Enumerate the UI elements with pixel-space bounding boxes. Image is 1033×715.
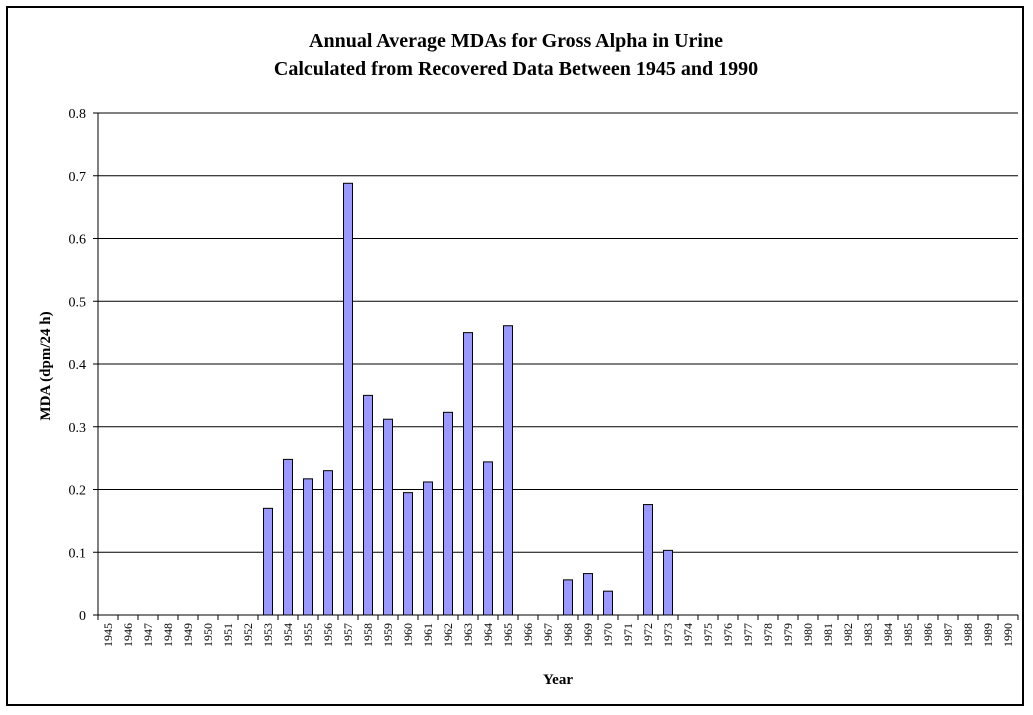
- y-tick-label: 0.8: [69, 107, 87, 122]
- x-tick-label: 1975: [701, 623, 715, 647]
- x-tick-label: 1959: [381, 623, 395, 647]
- x-tick-label: 1949: [181, 623, 195, 647]
- x-tick-label: 1973: [661, 623, 675, 647]
- bar-1972: [644, 505, 653, 615]
- x-tick-label: 1961: [421, 623, 435, 647]
- x-tick-label: 1982: [841, 623, 855, 647]
- bar-1953: [264, 508, 273, 615]
- bar-1955: [304, 479, 313, 615]
- x-tick-label: 1987: [941, 623, 955, 647]
- y-tick-label: 0.7: [69, 170, 87, 185]
- x-tick-label: 1972: [641, 623, 655, 647]
- x-tick-label: 1979: [781, 623, 795, 647]
- bar-1959: [384, 419, 393, 615]
- bar-1969: [584, 574, 593, 615]
- x-tick-label: 1971: [621, 623, 635, 647]
- x-tick-labels: 1945 1946 1947 1948 1949 1950 1951 1952 1953 1954…: [98, 615, 1018, 647]
- bar-1964: [484, 462, 493, 615]
- x-tick-label: 1946: [121, 623, 135, 647]
- x-tick-label: 1962: [441, 623, 455, 647]
- x-tick-label: 1968: [561, 623, 575, 647]
- x-tick-label: 1960: [401, 623, 415, 647]
- x-tick-label: 1990: [1001, 623, 1015, 647]
- x-tick-label: 1970: [601, 623, 615, 647]
- x-tick-label: 1976: [721, 623, 735, 647]
- x-tick-label: 1988: [961, 623, 975, 647]
- x-tick-label: 1980: [801, 623, 815, 647]
- y-tick-label: 0.6: [69, 233, 87, 248]
- x-tick-label: 1984: [881, 623, 895, 647]
- x-tick-label: 1967: [541, 623, 555, 647]
- bar-1973: [664, 550, 673, 615]
- bar-1954: [284, 459, 293, 615]
- x-tick-label: 1950: [201, 623, 215, 647]
- bar-1962: [444, 412, 453, 615]
- bars: [264, 183, 673, 615]
- x-tick-label: 1947: [141, 623, 155, 647]
- grid-lines: [98, 113, 1018, 552]
- bar-1960: [404, 493, 413, 615]
- x-tick-label: 1945: [101, 623, 115, 647]
- x-tick-label: 1966: [521, 623, 535, 647]
- x-tick-label: 1957: [341, 623, 355, 647]
- x-tick-label: 1951: [221, 623, 235, 647]
- y-tick-labels: 0 0.1 0.2 0.3 0.4 0.5 0.6 0.7 0.8: [69, 107, 99, 624]
- x-tick-label: 1956: [321, 623, 335, 647]
- x-tick-label: 1989: [981, 623, 995, 647]
- x-tick-label: 1955: [301, 623, 315, 647]
- x-tick-label: 1986: [921, 623, 935, 647]
- bar-1963: [464, 333, 473, 615]
- x-tick-label: 1983: [861, 623, 875, 647]
- x-axis-label: Year: [543, 672, 573, 688]
- x-tick-label: 1965: [501, 623, 515, 647]
- bar-1970: [604, 591, 613, 615]
- x-tick-label: 1969: [581, 623, 595, 647]
- y-tick-label: 0.4: [69, 358, 87, 373]
- x-tick-label: 1948: [161, 623, 175, 647]
- bar-1961: [424, 482, 433, 615]
- y-axis-label: MDA (dpm/24 h): [38, 311, 54, 420]
- y-tick-label: 0.2: [69, 484, 87, 499]
- bar-1956: [324, 471, 333, 615]
- chart-subtitle: Calculated from Recovered Data Between 1…: [274, 58, 758, 80]
- y-tick-label: 0: [79, 609, 86, 624]
- x-tick-label: 1978: [761, 623, 775, 647]
- y-tick-label: 0.3: [69, 421, 87, 436]
- bar-1957: [344, 183, 353, 615]
- x-tick-label: 1985: [901, 623, 915, 647]
- x-tick-label: 1952: [241, 623, 255, 647]
- bar-1958: [364, 395, 373, 615]
- chart-title: Annual Average MDAs for Gross Alpha in U…: [309, 30, 723, 52]
- x-tick-label: 1974: [681, 623, 695, 647]
- bar-1968: [564, 580, 573, 615]
- x-tick-label: 1981: [821, 623, 835, 647]
- x-tick-label: 1964: [481, 623, 495, 647]
- x-tick-label: 1958: [361, 623, 375, 647]
- x-tick-label: 1963: [461, 623, 475, 647]
- x-tick-label: 1953: [261, 623, 275, 647]
- bar-1965: [504, 326, 513, 615]
- y-tick-label: 0.5: [69, 295, 87, 310]
- y-tick-label: 0.1: [69, 546, 87, 561]
- x-tick-label: 1954: [281, 623, 295, 647]
- x-tick-label: 1977: [741, 623, 755, 647]
